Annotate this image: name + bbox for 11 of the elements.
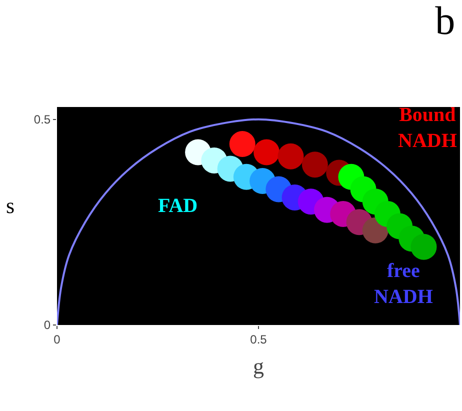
chart-title: b <box>435 0 456 44</box>
point <box>302 152 328 178</box>
point <box>254 139 280 166</box>
y-axis-title: s <box>6 193 15 218</box>
annotation: FAD <box>158 195 198 217</box>
x-axis-title: g <box>253 353 264 378</box>
annotation: free NADH <box>374 260 434 308</box>
point <box>278 143 304 170</box>
point <box>229 131 256 158</box>
annotation: Bound NADH <box>398 104 458 152</box>
point <box>410 234 437 260</box>
